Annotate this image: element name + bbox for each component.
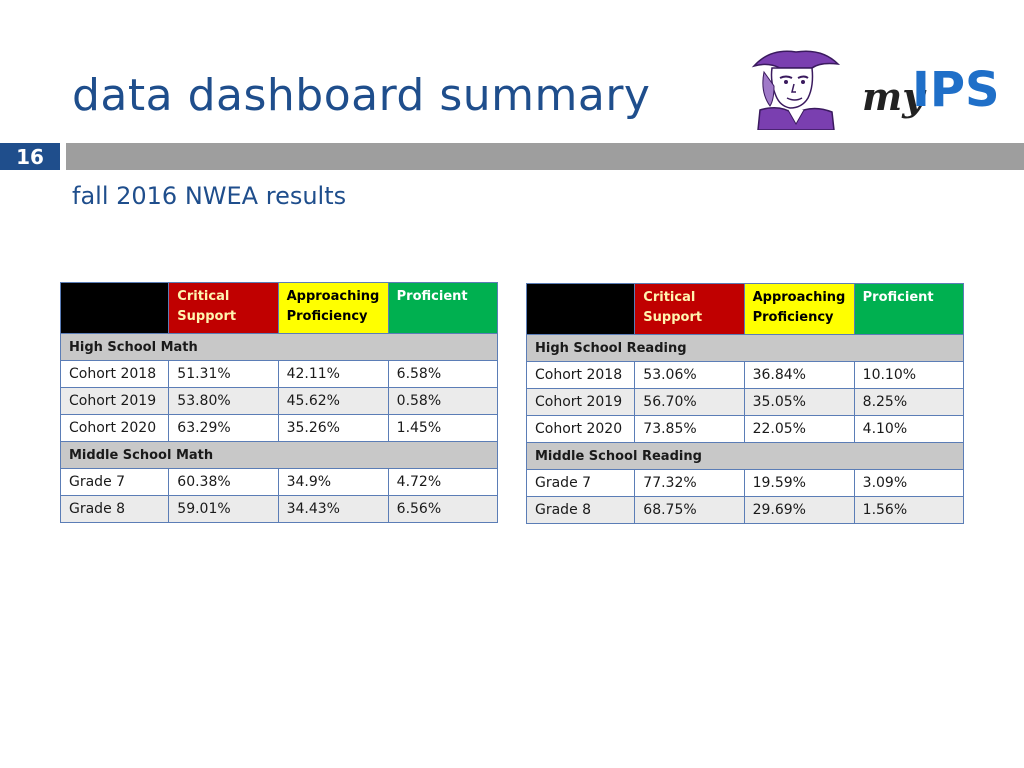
- proficient-header: Proficient: [853, 283, 965, 335]
- reading-results-table: Critical Support Approaching Proficiency…: [525, 283, 965, 524]
- table-row: Cohort 2020 63.29% 35.26% 1.45%: [59, 414, 499, 442]
- row-label: Cohort 2020: [59, 414, 170, 442]
- table-row: Cohort 2018 53.06% 36.84% 10.10%: [525, 361, 965, 389]
- section-row: High School Reading: [526, 334, 964, 362]
- svg-text:my: my: [862, 74, 927, 119]
- approaching-value: 29.69%: [743, 496, 855, 524]
- proficient-value: 4.10%: [853, 415, 965, 443]
- row-label: Grade 8: [59, 495, 170, 523]
- table-row: Cohort 2019 56.70% 35.05% 8.25%: [525, 388, 965, 416]
- approaching-proficiency-header: Approaching Proficiency: [743, 283, 855, 335]
- header-divider-bar: [66, 143, 1024, 170]
- proficient-value: 4.72%: [387, 468, 499, 496]
- proficient-value: 1.45%: [387, 414, 499, 442]
- section-row: Middle School Reading: [526, 442, 964, 470]
- svg-text:IPS: IPS: [912, 62, 1000, 118]
- table-header-row: Critical Support Approaching Proficiency…: [525, 283, 965, 335]
- approaching-proficiency-header: Approaching Proficiency: [277, 282, 389, 334]
- approaching-value: 35.05%: [743, 388, 855, 416]
- page-subtitle: fall 2016 NWEA results: [72, 182, 347, 210]
- critical-value: 53.06%: [634, 361, 745, 389]
- critical-value: 77.32%: [634, 469, 745, 497]
- slide-number-badge: 16: [0, 143, 60, 170]
- row-label: Cohort 2020: [525, 415, 636, 443]
- approaching-value: 42.11%: [277, 360, 389, 388]
- critical-value: 59.01%: [168, 495, 279, 523]
- critical-value: 68.75%: [634, 496, 745, 524]
- table-row: Grade 7 77.32% 19.59% 3.09%: [525, 469, 965, 497]
- row-label: Cohort 2018: [59, 360, 170, 388]
- approaching-value: 19.59%: [743, 469, 855, 497]
- proficient-header: Proficient: [387, 282, 499, 334]
- proficient-value: 1.56%: [853, 496, 965, 524]
- table-row: Grade 7 60.38% 34.9% 4.72%: [59, 468, 499, 496]
- blank-header-cell: [59, 282, 170, 334]
- approaching-value: 45.62%: [277, 387, 389, 415]
- approaching-value: 34.43%: [277, 495, 389, 523]
- proficient-value: 3.09%: [853, 469, 965, 497]
- proficient-value: 6.58%: [387, 360, 499, 388]
- table-row: Cohort 2019 53.80% 45.62% 0.58%: [59, 387, 499, 415]
- proficient-value: 10.10%: [853, 361, 965, 389]
- section-title: Middle School Math: [60, 441, 498, 469]
- mascot-logo-icon: [751, 50, 841, 130]
- myips-logo-icon: my IPS: [862, 62, 1000, 119]
- critical-value: 60.38%: [168, 468, 279, 496]
- table-header-row: Critical Support Approaching Proficiency…: [59, 282, 499, 334]
- proficient-value: 6.56%: [387, 495, 499, 523]
- proficient-value: 8.25%: [853, 388, 965, 416]
- critical-support-header: Critical Support: [168, 282, 279, 334]
- approaching-value: 35.26%: [277, 414, 389, 442]
- critical-value: 63.29%: [168, 414, 279, 442]
- table-row: Cohort 2018 51.31% 42.11% 6.58%: [59, 360, 499, 388]
- row-label: Grade 8: [525, 496, 636, 524]
- row-label: Cohort 2018: [525, 361, 636, 389]
- approaching-value: 22.05%: [743, 415, 855, 443]
- section-title: Middle School Reading: [526, 442, 964, 470]
- critical-value: 53.80%: [168, 387, 279, 415]
- critical-value: 56.70%: [634, 388, 745, 416]
- section-title: High School Math: [60, 333, 498, 361]
- section-row: Middle School Math: [60, 441, 498, 469]
- critical-value: 51.31%: [168, 360, 279, 388]
- row-label: Grade 7: [525, 469, 636, 497]
- table-row: Cohort 2020 73.85% 22.05% 4.10%: [525, 415, 965, 443]
- row-label: Grade 7: [59, 468, 170, 496]
- blank-header-cell: [525, 283, 636, 335]
- page-title: data dashboard summary: [72, 70, 651, 121]
- approaching-value: 36.84%: [743, 361, 855, 389]
- table-row: Grade 8 68.75% 29.69% 1.56%: [525, 496, 965, 524]
- proficient-value: 0.58%: [387, 387, 499, 415]
- critical-value: 73.85%: [634, 415, 745, 443]
- math-results-table: Critical Support Approaching Proficiency…: [59, 282, 499, 523]
- table-row: Grade 8 59.01% 34.43% 6.56%: [59, 495, 499, 523]
- row-label: Cohort 2019: [59, 387, 170, 415]
- section-title: High School Reading: [526, 334, 964, 362]
- critical-support-header: Critical Support: [634, 283, 745, 335]
- row-label: Cohort 2019: [525, 388, 636, 416]
- approaching-value: 34.9%: [277, 468, 389, 496]
- section-row: High School Math: [60, 333, 498, 361]
